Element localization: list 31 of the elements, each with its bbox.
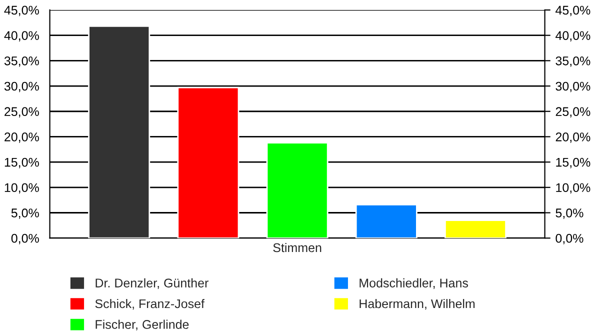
y-tick-label: 15,0%	[4, 158, 39, 168]
text: 40,0%	[556, 31, 590, 42]
text: 35,0%	[556, 56, 590, 67]
text: 5,0%	[556, 208, 584, 219]
y-tick-label: 35,0%	[4, 56, 39, 67]
text: 0,0%	[556, 234, 584, 244]
x-tick-label: Stimmen	[273, 242, 322, 252]
y-tick-label: 10,0%	[4, 183, 39, 194]
y-tick-label: 5,0%	[11, 208, 39, 219]
text: 20,0%	[556, 132, 590, 143]
y-tick-label: 0,0%	[11, 234, 39, 244]
text: 15,0%	[556, 158, 590, 168]
bar	[177, 86, 240, 238]
text: 25,0%	[556, 107, 590, 118]
legend-label: Fischer, Gerlinde	[96, 320, 189, 330]
y-tick-label: 40,0%	[4, 31, 39, 42]
bar	[266, 142, 328, 238]
legend-label: Habermann, Wilhelm	[360, 299, 475, 310]
text: 30,0%	[556, 82, 590, 92]
bar	[88, 26, 150, 238]
legend-label: Modschiedler, Hans	[360, 278, 468, 289]
legend-label: Dr. Denzler, Günther	[96, 278, 208, 289]
text: 45,0%	[556, 6, 590, 16]
bar	[444, 220, 506, 238]
legend-label: Schick, Franz-Josef	[95, 299, 205, 310]
y-tick-label: 20,0%	[4, 132, 39, 143]
text: 10,0%	[556, 183, 590, 194]
bar	[355, 204, 418, 238]
y-tick-label: 30,0%	[4, 82, 39, 92]
y-tick-label: 45,0%	[4, 6, 39, 16]
y-tick-label: 25,0%	[4, 107, 39, 118]
